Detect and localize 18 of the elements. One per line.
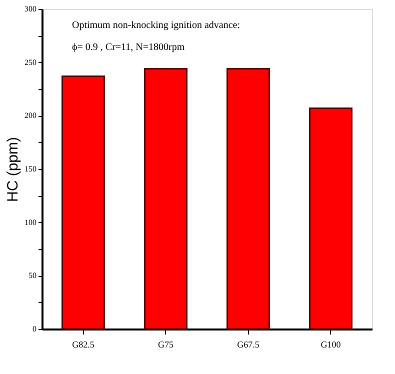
bar xyxy=(226,68,270,330)
annotation: Optimum non-knocking ignition advance: xyxy=(72,20,240,31)
x-tick-label: G75 xyxy=(158,340,174,350)
x-tick-label: G82.5 xyxy=(72,340,95,350)
y-tick-label: 50 xyxy=(28,271,36,280)
y-tick-label: 0 xyxy=(32,324,36,334)
x-tick-label: G67.5 xyxy=(237,340,260,350)
bar xyxy=(144,68,188,330)
y-tick-label: 250 xyxy=(24,58,36,67)
y-tick-label: 100 xyxy=(24,218,36,227)
y-axis-title: HC (ppm) xyxy=(4,136,22,202)
annotation: ϕ= 0.9 , Cr=11, N=1800rpm xyxy=(72,42,185,53)
x-tick-label: G100 xyxy=(320,340,342,350)
bar xyxy=(62,75,105,330)
y-tick-label: 200 xyxy=(24,111,36,120)
y-tick-label: 150 xyxy=(24,164,36,174)
y-tick-label: 300 xyxy=(24,4,36,14)
bar xyxy=(309,107,352,330)
